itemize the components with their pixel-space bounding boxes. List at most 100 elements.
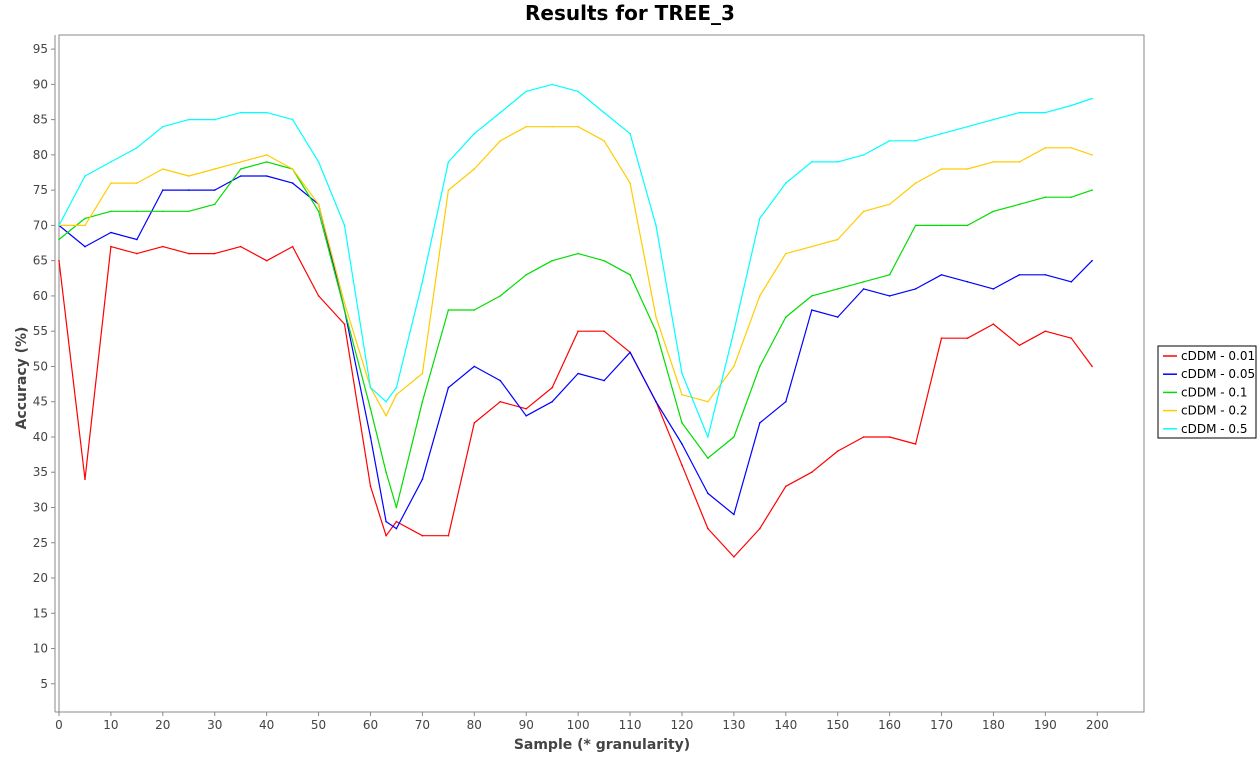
series-1-point: [707, 527, 709, 530]
series-5-point: [291, 118, 294, 121]
series-1-point: [473, 422, 476, 424]
series-4-point: [655, 316, 657, 318]
series-3-point: [447, 309, 450, 311]
x-axis-label: Sample (* granularity): [514, 737, 690, 753]
series-2-point: [385, 520, 387, 523]
series-4-point: [162, 168, 164, 170]
series-5-point: [136, 147, 138, 149]
series-2-point: [525, 415, 527, 417]
series-5-point: [188, 118, 190, 121]
y-tick-label: 35: [33, 465, 48, 479]
series-3-point: [603, 259, 605, 262]
series-5-point: [862, 154, 865, 156]
series-2-point: [914, 288, 917, 290]
series-1-point: [162, 245, 164, 248]
series-1-point: [1091, 365, 1093, 368]
series-2-point: [681, 443, 683, 445]
series-2-point: [577, 372, 579, 375]
series-3-point: [317, 210, 320, 213]
series-4-point: [888, 203, 891, 206]
y-tick-label: 70: [33, 218, 48, 232]
series-4-point: [385, 415, 387, 417]
series-1-point: [966, 337, 969, 340]
series-4-point: [265, 154, 268, 156]
series-2-point: [551, 400, 553, 403]
series-5-point: [966, 125, 969, 128]
series-4-point: [291, 168, 294, 170]
legend: cDDM - 0.01 cDDM - 0.05 cDDM - 0.1 cDDM - 0…: [1157, 345, 1257, 439]
series-1-point: [759, 527, 761, 530]
series-4-point: [239, 161, 242, 163]
series-4-point: [447, 189, 450, 191]
series-2-point: [1018, 274, 1021, 276]
legend-item-label: cDDM - 0.01: [1181, 349, 1255, 363]
series-1-point: [811, 471, 813, 474]
x-tick-label: 150: [826, 718, 849, 732]
series-4-point: [966, 168, 969, 170]
x-tick-label: 140: [774, 718, 797, 732]
legend-item-label: cDDM - 0.05: [1181, 367, 1255, 381]
y-tick-label: 45: [33, 395, 48, 409]
x-tick-label: 0: [55, 718, 63, 732]
y-tick-label: 55: [33, 324, 48, 338]
y-tick-label: 60: [33, 289, 48, 303]
series-3-point: [577, 252, 579, 255]
series-3-point: [499, 295, 502, 297]
series-2-point: [1070, 281, 1073, 283]
series-4-point: [473, 168, 476, 170]
series-3-point: [551, 259, 553, 262]
series-5-point: [707, 436, 709, 438]
series-2-point: [785, 400, 787, 403]
series-3-point: [992, 210, 995, 213]
series-5-point: [888, 140, 891, 142]
series-5-point: [84, 175, 86, 177]
series-3-point: [473, 309, 476, 311]
series-2-point: [836, 316, 839, 318]
series-5-point: [629, 132, 631, 135]
y-tick-label: 80: [33, 148, 48, 162]
series-4-point: [188, 175, 190, 177]
x-tick-label: 10: [103, 718, 118, 732]
y-tick-label: 15: [33, 606, 48, 620]
series-5-point: [759, 217, 761, 220]
series-3-point: [836, 288, 839, 290]
series-1-point: [343, 323, 346, 325]
legend-item-label: cDDM - 0.2: [1181, 404, 1247, 418]
series-5-point: [317, 161, 320, 163]
series-3-point: [110, 210, 112, 213]
x-tick-label: 30: [207, 718, 222, 732]
y-tick-label: 95: [33, 42, 48, 56]
y-axis-label: Accuracy (%): [14, 327, 30, 430]
series-1-point: [785, 485, 787, 488]
series-1-point: [681, 464, 683, 467]
series-3-point: [629, 274, 631, 276]
series-1-point: [862, 436, 865, 438]
chart-title: Results for TREE_3: [525, 1, 735, 25]
series-5-point: [836, 161, 839, 163]
series-3-point: [811, 295, 813, 297]
series-4-point: [395, 393, 398, 396]
legend-item-label: cDDM - 0.1: [1181, 385, 1247, 399]
series-5-point: [473, 132, 476, 135]
series-5-point: [162, 125, 164, 128]
series-1-point: [317, 295, 320, 297]
series-2-point: [162, 189, 164, 191]
series-2-point: [888, 295, 891, 297]
x-tick-label: 200: [1086, 718, 1109, 732]
series-1-point: [733, 556, 735, 558]
series-2-point: [473, 365, 476, 368]
series-4-point: [862, 210, 865, 213]
series-4-point: [136, 182, 138, 184]
series-1-point: [940, 337, 943, 340]
series-4-point: [551, 125, 553, 128]
series-2-point: [862, 288, 865, 290]
series-5-point: [447, 161, 450, 163]
series-5-point: [369, 386, 372, 389]
series-5-point: [110, 161, 112, 163]
series-2-point: [733, 513, 735, 516]
series-1-point: [385, 534, 387, 537]
series-1-point: [447, 534, 450, 537]
series-3-point: [759, 365, 761, 368]
series-2-point: [369, 436, 372, 438]
